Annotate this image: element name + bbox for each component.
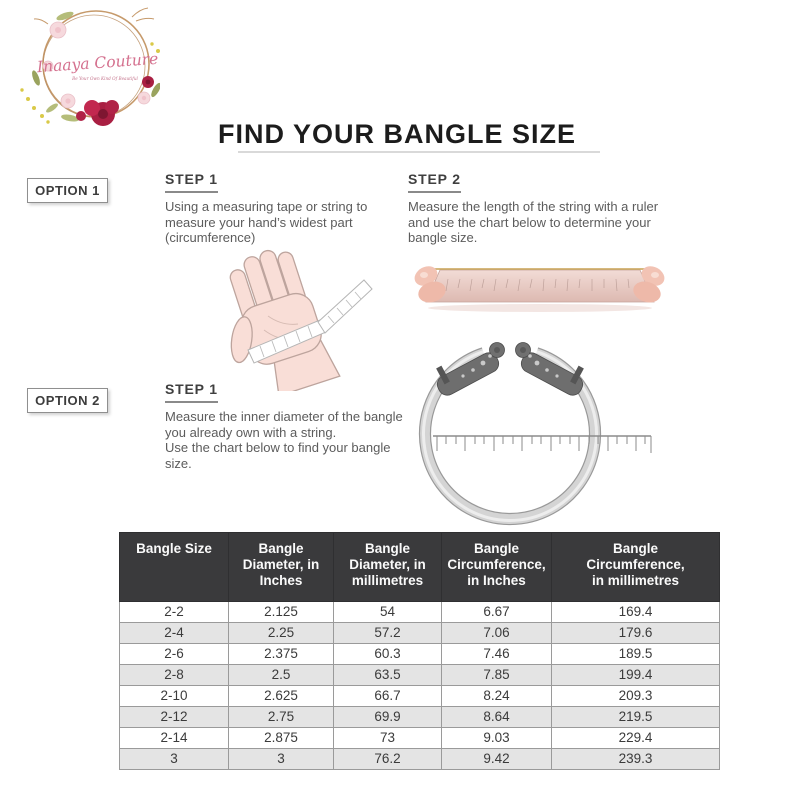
table-cell: 2-14 (119, 727, 229, 749)
brand-tagline: Be Your Own Kind Of Beautiful (71, 76, 138, 81)
table-cell: 69.9 (333, 706, 442, 728)
column-header: Bangle Diameter, in millimetres (333, 532, 442, 602)
brand-logo: Inaaya Couture Be Your Own Kind Of Beaut… (20, 7, 160, 126)
table-cell: 209.3 (551, 685, 720, 707)
table-cell: 57.2 (333, 622, 442, 644)
size-table-header-row: Bangle Size Bangle Diameter, in Inches Ban… (119, 532, 720, 602)
option1-step2-text: Measure the length of the string with a … (408, 199, 659, 245)
page-title: FIND YOUR BANGLE SIZE (217, 119, 577, 149)
table-cell: 219.5 (551, 706, 720, 728)
table-row: 2-10 2.625 66.7 8.24 209.3 (119, 685, 720, 707)
table-cell: 229.4 (551, 727, 720, 749)
table-cell: 8.64 (441, 706, 552, 728)
right-ornament (515, 342, 584, 396)
right-fingers (633, 266, 665, 303)
title-underline (238, 151, 600, 153)
table-cell: 2-4 (119, 622, 229, 644)
left-fingers (414, 266, 446, 303)
wreath-icon: Inaaya Couture Be Your Own Kind Of Beaut… (20, 7, 160, 126)
table-cell: 63.5 (333, 664, 442, 686)
left-ornament (436, 342, 505, 396)
table-cell: 7.85 (441, 664, 552, 686)
table-cell: 2-6 (119, 643, 229, 665)
table-cell: 54 (333, 601, 442, 623)
table-cell: 7.06 (441, 622, 552, 644)
string-ruler-icon (414, 266, 665, 312)
table-row: 2-14 2.875 73 9.03 229.4 (119, 727, 720, 749)
table-cell: 169.4 (551, 601, 720, 623)
table-cell: 2.25 (228, 622, 334, 644)
option-2-badge: OPTION 2 (27, 388, 108, 413)
table-row: 2-4 2.25 57.2 7.06 179.6 (119, 622, 720, 644)
table-cell: 239.3 (551, 748, 720, 770)
column-header: Bangle Diameter, in Inches (228, 532, 334, 602)
table-cell: 73 (333, 727, 442, 749)
table-cell: 2.125 (228, 601, 334, 623)
table-cell: 2.375 (228, 643, 334, 665)
column-header: Bangle Circumference, in millimetres (551, 532, 720, 602)
table-row: 2-12 2.75 69.9 8.64 219.5 (119, 706, 720, 728)
table-cell: 7.46 (441, 643, 552, 665)
table-cell: 66.7 (333, 685, 442, 707)
table-cell: 9.03 (441, 727, 552, 749)
option1-step1-text: Using a measuring tape or string to meas… (165, 199, 368, 245)
table-row: 2-8 2.5 63.5 7.85 199.4 (119, 664, 720, 686)
table-cell: 2.75 (228, 706, 334, 728)
table-cell: 2-12 (119, 706, 229, 728)
table-row: 2-2 2.125 54 6.67 169.4 (119, 601, 720, 623)
option2-step1-heading: STEP 1 (165, 381, 218, 403)
table-cell: 189.5 (551, 643, 720, 665)
table-cell: 2-2 (119, 601, 229, 623)
bangle-size-table: Bangle Size Bangle Diameter, in Inches Ban… (119, 532, 720, 770)
inner-ruler (433, 435, 652, 453)
table-cell: 199.4 (551, 664, 720, 686)
table-cell: 8.24 (441, 685, 552, 707)
option2-step1-text: Measure the inner diameter of the bangle… (165, 409, 403, 471)
size-table-body: 2-2 2.125 54 6.67 169.4 2-4 2.25 57.2 7.06 179.6 2… (119, 601, 720, 770)
option1-step1-heading: STEP 1 (165, 171, 218, 193)
table-cell: 179.6 (551, 622, 720, 644)
table-cell: 2-10 (119, 685, 229, 707)
option1-step2-heading: STEP 2 (408, 171, 461, 193)
table-cell: 6.67 (441, 601, 552, 623)
table-cell: 3 (119, 748, 229, 770)
table-cell: 2.5 (228, 664, 334, 686)
table-cell: 2-8 (119, 664, 229, 686)
table-cell: 60.3 (333, 643, 442, 665)
bangle-ruler-icon (418, 342, 652, 526)
column-header: Bangle Size (119, 532, 229, 602)
table-cell: 2.625 (228, 685, 334, 707)
table-cell: 76.2 (333, 748, 442, 770)
table-cell: 9.42 (441, 748, 552, 770)
brand-name: Inaaya Couture (35, 50, 158, 77)
column-header: Bangle Circumference, in Inches (441, 532, 552, 602)
option-1-badge: OPTION 1 (27, 178, 108, 203)
table-cell: 3 (228, 748, 334, 770)
table-row: 3 3 76.2 9.42 239.3 (119, 748, 720, 770)
hand-measuring-tape-icon (229, 249, 373, 391)
size-table-header: Bangle Size Bangle Diameter, in Inches Ban… (119, 532, 720, 602)
table-row: 2-6 2.375 60.3 7.46 189.5 (119, 643, 720, 665)
table-cell: 2.875 (228, 727, 334, 749)
